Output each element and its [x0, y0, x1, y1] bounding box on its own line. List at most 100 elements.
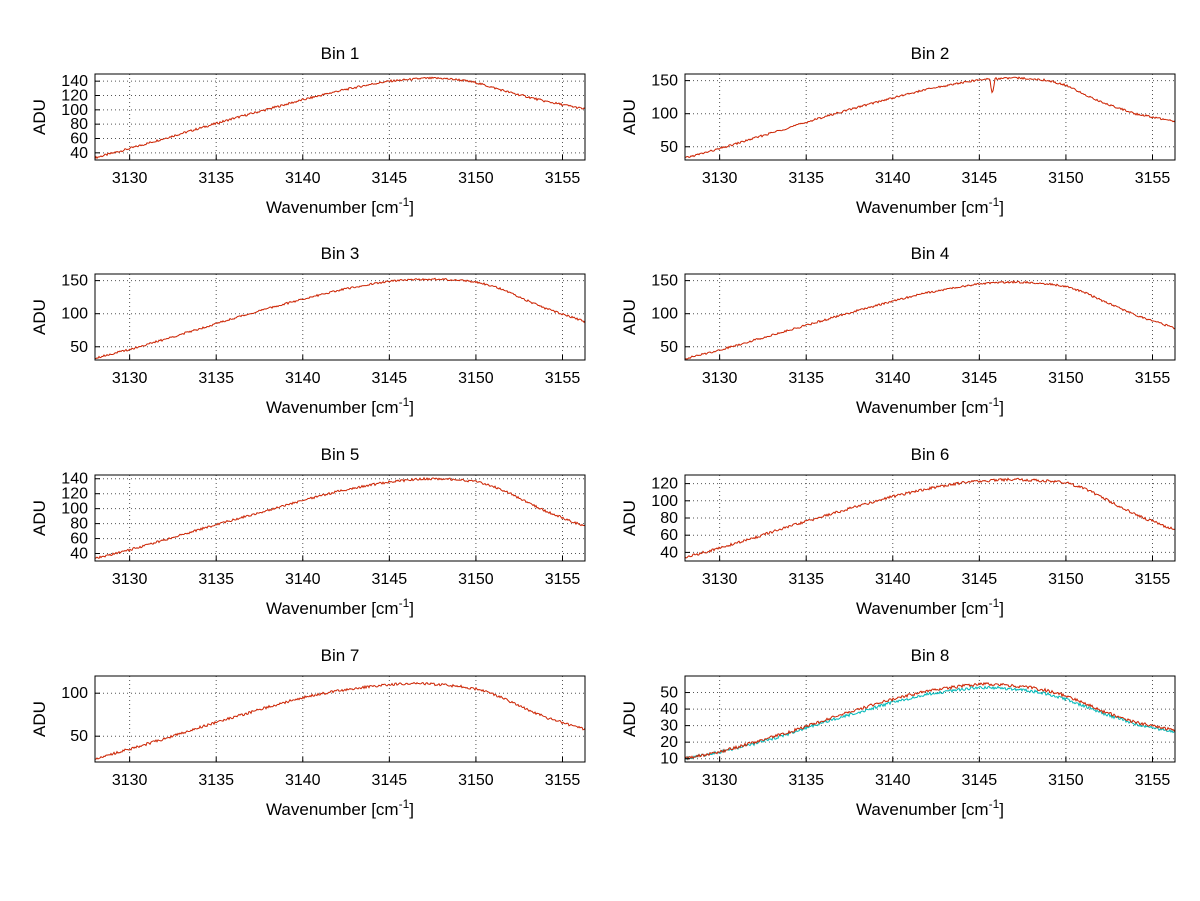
x-tick-label: 3130	[702, 571, 738, 588]
y-axis-label: ADU	[30, 299, 49, 335]
y-axis-label: ADU	[620, 99, 639, 135]
x-axis-label: Wavenumber [cm-1]	[856, 596, 1004, 618]
y-tick-label: 150	[651, 73, 678, 90]
x-tick-label: 3130	[702, 772, 738, 789]
y-tick-label: 100	[651, 306, 678, 323]
plot-svg: 3130 3135 3140 3145 3150 3155 50 100 150 Bin 4 ADU…	[620, 244, 1176, 417]
plot-svg: 3130 3135 3140 3145 3150 3155 50 100 Bin 7 ADU Wav…	[30, 646, 586, 819]
x-tick-label: 3140	[875, 772, 911, 789]
y-tick-label: 120	[61, 486, 88, 503]
x-tick-label: 3155	[1135, 370, 1171, 387]
y-tick-label: 40	[70, 145, 88, 162]
x-tick-label: 3145	[372, 571, 408, 588]
axes-box	[684, 73, 1176, 161]
y-tick-label: 50	[70, 339, 88, 356]
x-tick-label: 3140	[285, 370, 321, 387]
x-tick-label: 3150	[1048, 170, 1084, 187]
x-axis-label: Wavenumber [cm-1]	[856, 195, 1004, 217]
x-tick-label: 3155	[545, 370, 581, 387]
y-axis-label: ADU	[620, 701, 639, 737]
plot-title: Bin 3	[321, 244, 360, 263]
x-tick-label: 3135	[788, 370, 824, 387]
subplot-bin-7: 3130 3135 3140 3145 3150 3155 50 100 Bin 7 ADU Wav…	[25, 642, 605, 847]
y-tick-label: 80	[70, 116, 88, 133]
x-tick-label: 3150	[458, 571, 494, 588]
subplot-bin-3: 3130 3135 3140 3145 3150 3155 50 100 150 Bin 3 ADU…	[25, 240, 605, 445]
y-tick-label: 100	[61, 501, 88, 518]
y-tick-label: 100	[651, 106, 678, 123]
x-tick-label: 3145	[372, 370, 408, 387]
x-tick-label: 3140	[875, 370, 911, 387]
y-tick-label: 80	[70, 516, 88, 533]
y-tick-label: 60	[70, 131, 88, 148]
plot-svg: 3130 3135 3140 3145 3150 3155 50 100 150 Bin 2 ADU…	[620, 44, 1176, 217]
x-tick-label: 3155	[545, 772, 581, 789]
data-line-spectrum	[95, 76, 585, 160]
axes-box	[684, 675, 1176, 763]
y-axis-label: ADU	[620, 500, 639, 536]
y-tick-label: 100	[61, 685, 88, 702]
x-tick-label: 3145	[962, 170, 998, 187]
x-tick-label: 3145	[962, 772, 998, 789]
x-tick-label: 3155	[1135, 170, 1171, 187]
x-tick-label: 3140	[285, 170, 321, 187]
x-tick-label: 3135	[198, 571, 234, 588]
plot-title: Bin 6	[911, 445, 950, 464]
y-tick-label: 40	[70, 546, 88, 563]
x-tick-label: 3135	[788, 571, 824, 588]
plot-title: Bin 2	[911, 44, 950, 63]
x-tick-label: 3130	[112, 370, 148, 387]
x-tick-label: 3150	[1048, 370, 1084, 387]
plot-title: Bin 4	[911, 244, 950, 263]
x-tick-label: 3145	[372, 170, 408, 187]
plot-title: Bin 8	[911, 646, 950, 665]
x-tick-label: 3145	[372, 772, 408, 789]
subplot-bin-2: 3130 3135 3140 3145 3150 3155 50 100 150 Bin 2 ADU…	[615, 40, 1195, 245]
data-line-spectrum	[685, 76, 1175, 159]
y-axis-label: ADU	[30, 701, 49, 737]
x-axis-label: Wavenumber [cm-1]	[856, 797, 1004, 819]
x-tick-label: 3150	[458, 370, 494, 387]
plot-title: Bin 7	[321, 646, 360, 665]
x-axis-label: Wavenumber [cm-1]	[266, 395, 414, 417]
y-axis-label: ADU	[620, 299, 639, 335]
y-tick-label: 140	[61, 73, 88, 90]
axes-box	[94, 273, 586, 361]
y-tick-label: 10	[660, 751, 678, 768]
x-tick-label: 3155	[1135, 772, 1171, 789]
y-axis-label: ADU	[30, 500, 49, 536]
x-tick-label: 3155	[545, 170, 581, 187]
y-tick-label: 50	[660, 339, 678, 356]
data-line-spectrum	[95, 476, 585, 560]
y-tick-label: 50	[70, 728, 88, 745]
y-tick-label: 100	[651, 493, 678, 510]
data-line-spectrum	[95, 277, 585, 360]
x-tick-label: 3150	[1048, 571, 1084, 588]
data-line-spectrum-red	[685, 681, 1175, 761]
y-tick-label: 20	[660, 734, 678, 751]
subplot-bin-4: 3130 3135 3140 3145 3150 3155 50 100 150 Bin 4 ADU…	[615, 240, 1195, 445]
x-tick-label: 3140	[285, 571, 321, 588]
x-tick-label: 3135	[198, 772, 234, 789]
data-line-spectrum	[95, 681, 585, 760]
plot-title: Bin 1	[321, 44, 360, 63]
y-tick-label: 120	[61, 88, 88, 105]
y-tick-label: 100	[61, 102, 88, 119]
x-tick-label: 3140	[875, 571, 911, 588]
subplot-bin-8: 3130 3135 3140 3145 3150 3155 10 20 30 40 50 Bin 8 A…	[615, 642, 1195, 847]
y-tick-label: 80	[660, 510, 678, 527]
y-tick-label: 60	[660, 527, 678, 544]
x-tick-label: 3135	[788, 170, 824, 187]
x-axis-label: Wavenumber [cm-1]	[266, 195, 414, 217]
x-tick-label: 3150	[458, 772, 494, 789]
y-tick-label: 30	[660, 718, 678, 735]
y-tick-label: 60	[70, 531, 88, 548]
x-tick-label: 3155	[545, 571, 581, 588]
subplot-bin-5: 3130 3135 3140 3145 3150 3155 40 60 80 100 120 140 B…	[25, 441, 605, 646]
axes-box	[94, 474, 586, 562]
axes-box	[94, 73, 586, 161]
